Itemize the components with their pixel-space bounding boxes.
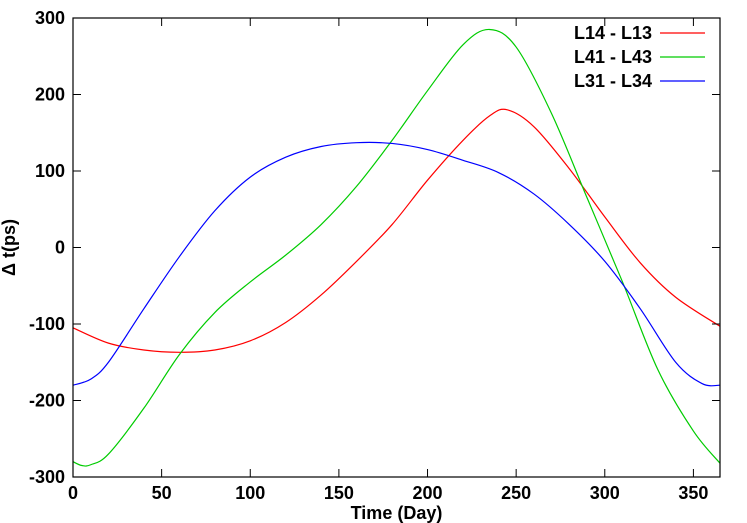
y-tick-label: 200 — [35, 85, 65, 105]
plot-background — [73, 18, 720, 477]
series-layer — [73, 28, 720, 467]
series-line-l31-l34 — [73, 141, 720, 387]
y-tick-label: -100 — [29, 314, 65, 334]
y-tick-label: -200 — [29, 391, 65, 411]
plot-area — [73, 18, 720, 477]
x-tick-label: 150 — [324, 483, 354, 503]
axis-ticks — [72, 17, 720, 478]
y-axis-title: Δ t(ps) — [0, 219, 19, 276]
x-axis-title: Time (Day) — [351, 503, 443, 523]
legend: L14 - L13 L41 - L43 L31 - L34 — [574, 23, 705, 91]
x-tick-label: 250 — [501, 483, 531, 503]
x-tick-label: 50 — [152, 483, 172, 503]
x-tick-label: 100 — [235, 483, 265, 503]
y-tick-label: 100 — [35, 161, 65, 181]
tick-labels: 0 50 100 150 200 250 300 350 -300 -200 -100 0 100 200… — [29, 8, 708, 503]
x-tick-label: 350 — [678, 483, 708, 503]
x-tick-label: 200 — [412, 483, 442, 503]
legend-label-l31-l34: L31 - L34 — [574, 71, 652, 91]
x-tick-label: 300 — [590, 483, 620, 503]
y-tick-label: 0 — [55, 238, 65, 258]
series-line-l14-l13 — [73, 108, 720, 353]
legend-label-l14-l13: L14 - L13 — [574, 23, 652, 43]
y-tick-label: 300 — [35, 8, 65, 28]
y-tick-label: -300 — [29, 467, 65, 487]
x-tick-label: 0 — [68, 483, 78, 503]
legend-label-l41-l43: L41 - L43 — [574, 47, 652, 67]
